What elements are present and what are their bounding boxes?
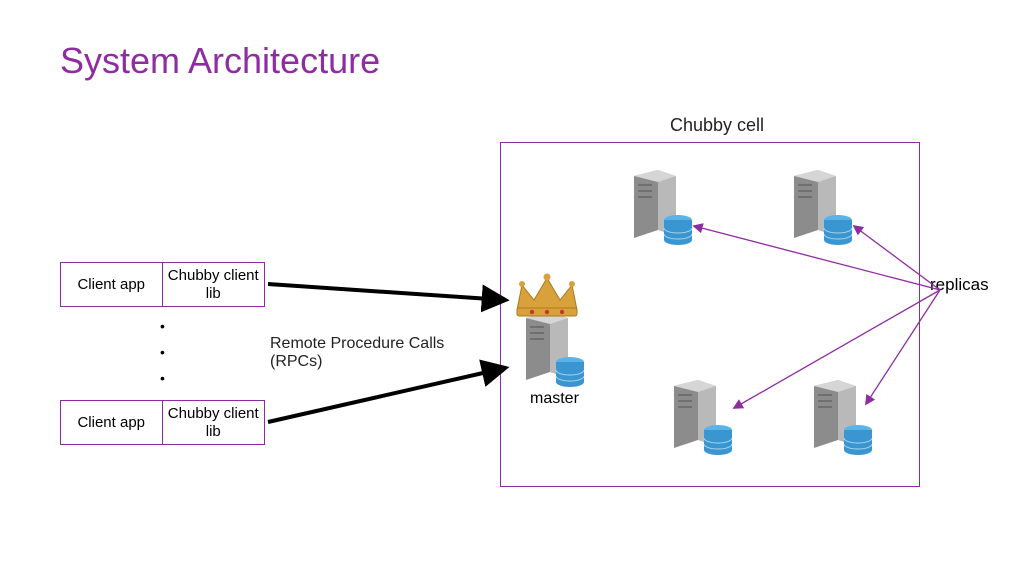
rpc-arrow xyxy=(268,368,505,422)
replicas-label: replicas xyxy=(930,275,989,295)
crown-icon xyxy=(512,270,582,325)
client-app-label-2: Client app xyxy=(61,401,163,444)
server-r3 xyxy=(668,378,726,456)
ellipsis-dots: ••• xyxy=(160,318,165,386)
rpc-label-line2: (RPCs) xyxy=(270,353,444,371)
server-r1 xyxy=(628,168,686,246)
client-lib-label-2: Chubby client lib xyxy=(163,401,265,444)
server-icon xyxy=(628,168,696,250)
rpc-label-line1: Remote Procedure Calls xyxy=(270,335,444,353)
client-box-1: Client app Chubby client lib xyxy=(60,262,265,307)
cell-label: Chubby cell xyxy=(670,115,764,136)
server-r2 xyxy=(788,168,846,246)
server-r4 xyxy=(808,378,866,456)
server-icon xyxy=(808,378,876,460)
server-icon xyxy=(788,168,856,250)
rpc-arrow xyxy=(268,284,505,300)
crown-icon xyxy=(512,270,582,320)
server-icon xyxy=(668,378,736,460)
slide-title: System Architecture xyxy=(60,40,380,82)
client-box-2: Client app Chubby client lib xyxy=(60,400,265,445)
rpc-label: Remote Procedure Calls (RPCs) xyxy=(270,335,444,371)
client-app-label-1: Client app xyxy=(61,263,163,306)
client-lib-label-1: Chubby client lib xyxy=(163,263,265,306)
master-label: master xyxy=(530,390,579,408)
